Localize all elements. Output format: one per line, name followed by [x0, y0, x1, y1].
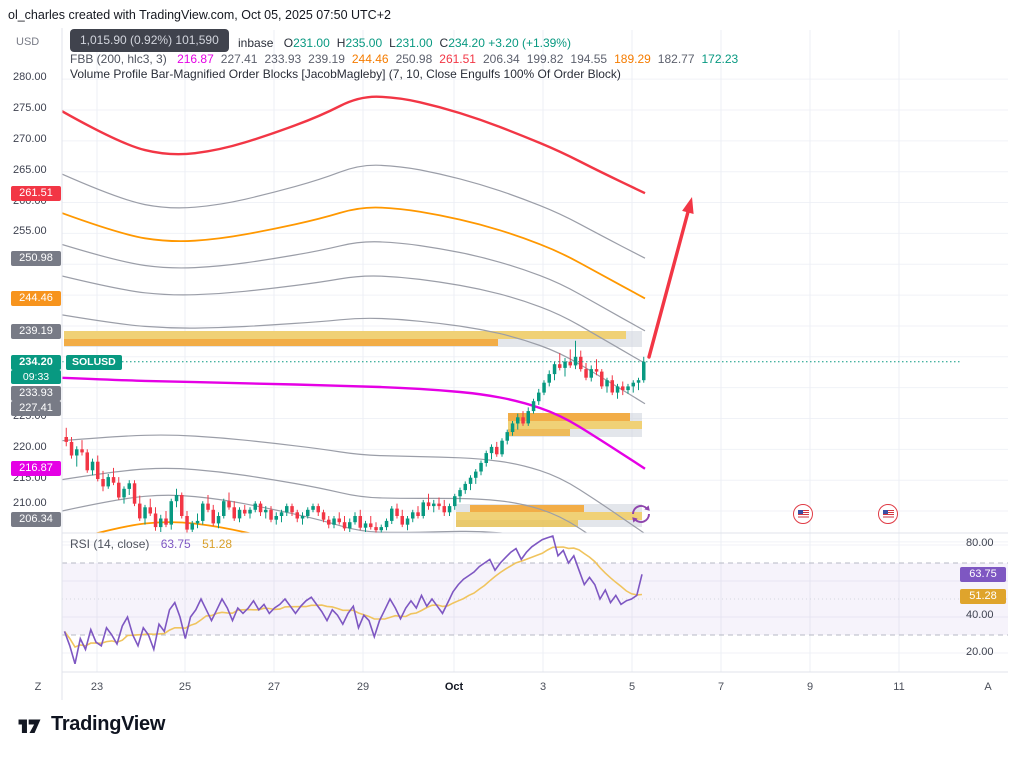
price-axis-currency-label: USD: [16, 36, 40, 48]
ohlc-field-value: 231.00: [395, 36, 433, 50]
fbb-band-value: 194.55: [570, 52, 608, 66]
fbb-band-value: 227.41: [220, 52, 258, 66]
rsi-axis-label: 80.00: [966, 537, 994, 549]
price-axis-badge: 239.19: [11, 323, 61, 339]
fbb-band-value: 206.34: [482, 52, 520, 66]
fbb-band-value: 216.87: [177, 52, 214, 66]
time-axis-label: 7: [717, 681, 725, 693]
price-axis-badge: 216.87: [11, 460, 61, 476]
price-axis-label: 280.00: [13, 71, 47, 83]
ohlc-field-label: L: [389, 36, 396, 50]
fbb-indicator-row: FBB (200, hlc3, 3) 216.87 227.41 233.93 239…: [70, 52, 738, 66]
price-axis-badge: 233.93: [11, 385, 61, 401]
time-axis-label: 23: [90, 681, 104, 693]
data-tooltip: 1,015.90 (0.92%) 101,590: [70, 29, 229, 52]
fbb-indicator-label[interactable]: FBB (200, hlc3, 3): [70, 52, 167, 66]
time-axis-label: 25: [178, 681, 192, 693]
series-price-label: SOLUSD: [66, 355, 122, 370]
fbb-band-value: 250.98: [395, 52, 433, 66]
price-axis-label: 255.00: [13, 225, 47, 237]
price-axis-label: 265.00: [13, 164, 47, 176]
us-flag-graphic: [882, 510, 894, 518]
rsi-indicator-row: RSI (14, close) 63.75 51.28: [70, 537, 232, 551]
ohlc-field-value: 234.20: [448, 36, 485, 50]
us-flag-graphic: [797, 510, 809, 518]
price-axis-badge: 250.98: [11, 250, 61, 266]
trend-arrow-annotation[interactable]: [647, 197, 694, 359]
time-axis-label: 5: [628, 681, 636, 693]
time-axis-label: A: [984, 681, 992, 693]
price-axis-badge: 227.41: [11, 400, 61, 416]
price-axis-label: 210.00: [13, 497, 47, 509]
price-axis-badge: 244.46: [11, 290, 61, 306]
bar-countdown-badge: 09:33: [11, 370, 61, 384]
time-axis-label: Oct: [444, 681, 464, 693]
time-axis-label: 3: [539, 681, 547, 693]
us-flag-event-icon[interactable]: [793, 504, 813, 524]
rsi-value: 63.75: [160, 537, 191, 551]
ohlc-values: O231.00 H235.00 L231.00 C234.20: [277, 36, 485, 50]
rsi-axis-label: 40.00: [966, 609, 994, 621]
swirl-refresh-icon[interactable]: [628, 501, 654, 527]
tradingview-logo-mark: [18, 719, 41, 733]
time-axis-label: Z: [34, 681, 42, 693]
fbb-band-value: 189.29: [614, 52, 651, 66]
time-axis-label: 27: [267, 681, 281, 693]
attribution-text: ol_charles created with TradingView.com,…: [8, 8, 391, 22]
time-axis-label: 11: [893, 681, 905, 693]
ohlc-field-label: H: [336, 36, 346, 50]
price-axis-label: 275.00: [13, 102, 47, 114]
price-axis-label: 270.00: [13, 133, 47, 145]
rsi-axis-badge: 51.28: [960, 588, 1006, 604]
fbb-band-value: 239.19: [308, 52, 345, 66]
fbb-band-value: 233.93: [264, 52, 302, 66]
ohlc-field-value: 231.00: [293, 36, 330, 50]
fbb-band-value: 182.77: [657, 52, 695, 66]
ohlc-field-label: O: [283, 36, 294, 50]
fbb-band-value: 244.46: [351, 52, 389, 66]
symbol-ohlc-row: inbase O231.00 H235.00 L231.00 C234.20 +3.2…: [238, 36, 571, 50]
current-price-badge: 234.20: [11, 354, 61, 370]
time-axis-label: 29: [356, 681, 370, 693]
price-change: +3.20 (+1.39%): [488, 36, 571, 50]
volume-profile-indicator-row: Volume Profile Bar-Magnified Order Block…: [70, 67, 621, 81]
tradingview-logo-text: TradingView: [51, 713, 166, 735]
rsi-axis-badge: 63.75: [960, 566, 1006, 582]
ohlc-field-label: C: [439, 36, 449, 50]
fbb-band-value: 261.51: [439, 52, 476, 66]
rsi-axis-label: 20.00: [966, 646, 994, 658]
us-flag-event-icon[interactable]: [878, 504, 898, 524]
time-axis-label: 9: [806, 681, 814, 693]
volume-profile-indicator-label[interactable]: Volume Profile Bar-Magnified Order Block…: [70, 67, 621, 81]
ohlc-field-value: 235.00: [345, 36, 383, 50]
price-axis-label: 220.00: [13, 441, 47, 453]
price-axis-badge: 206.34: [11, 511, 61, 527]
tradingview-logo[interactable]: TradingView: [16, 711, 165, 738]
symbol-text-partial[interactable]: inbase: [238, 36, 274, 50]
fbb-band-value: 172.23: [701, 52, 739, 66]
rsi-ma-value: 51.28: [202, 537, 233, 551]
price-axis-badge: 261.51: [11, 185, 61, 201]
fbb-values: 216.87 227.41 233.93 239.19 244.46 250.98 261.…: [170, 52, 738, 66]
fbb-band-value: 199.82: [526, 52, 564, 66]
rsi-indicator-label[interactable]: RSI (14, close): [70, 537, 150, 551]
